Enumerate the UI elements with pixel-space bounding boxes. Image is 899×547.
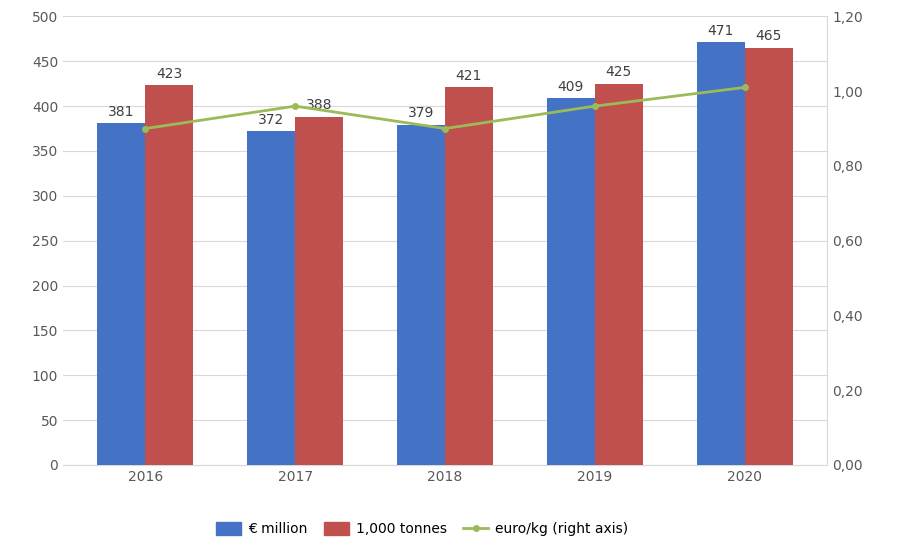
Bar: [445, 88, 493, 465]
Bar: [97, 123, 146, 465]
Text: 465: 465: [755, 30, 782, 43]
Text: 471: 471: [708, 24, 734, 38]
Text: 409: 409: [557, 79, 584, 94]
Text: 379: 379: [408, 107, 434, 120]
Bar: [744, 48, 793, 465]
Bar: [547, 98, 595, 465]
Bar: [247, 131, 295, 465]
Text: 388: 388: [306, 98, 333, 112]
Bar: [295, 117, 343, 465]
Text: 421: 421: [456, 69, 482, 83]
Text: 423: 423: [156, 67, 182, 81]
Bar: [595, 84, 643, 465]
Text: 425: 425: [606, 65, 632, 79]
Text: 372: 372: [258, 113, 284, 127]
Bar: [397, 125, 445, 465]
Text: 381: 381: [108, 104, 135, 119]
Bar: [146, 85, 193, 465]
Bar: [697, 43, 744, 465]
Legend: € million, 1,000 tonnes, euro/kg (right axis): € million, 1,000 tonnes, euro/kg (right …: [210, 517, 634, 542]
